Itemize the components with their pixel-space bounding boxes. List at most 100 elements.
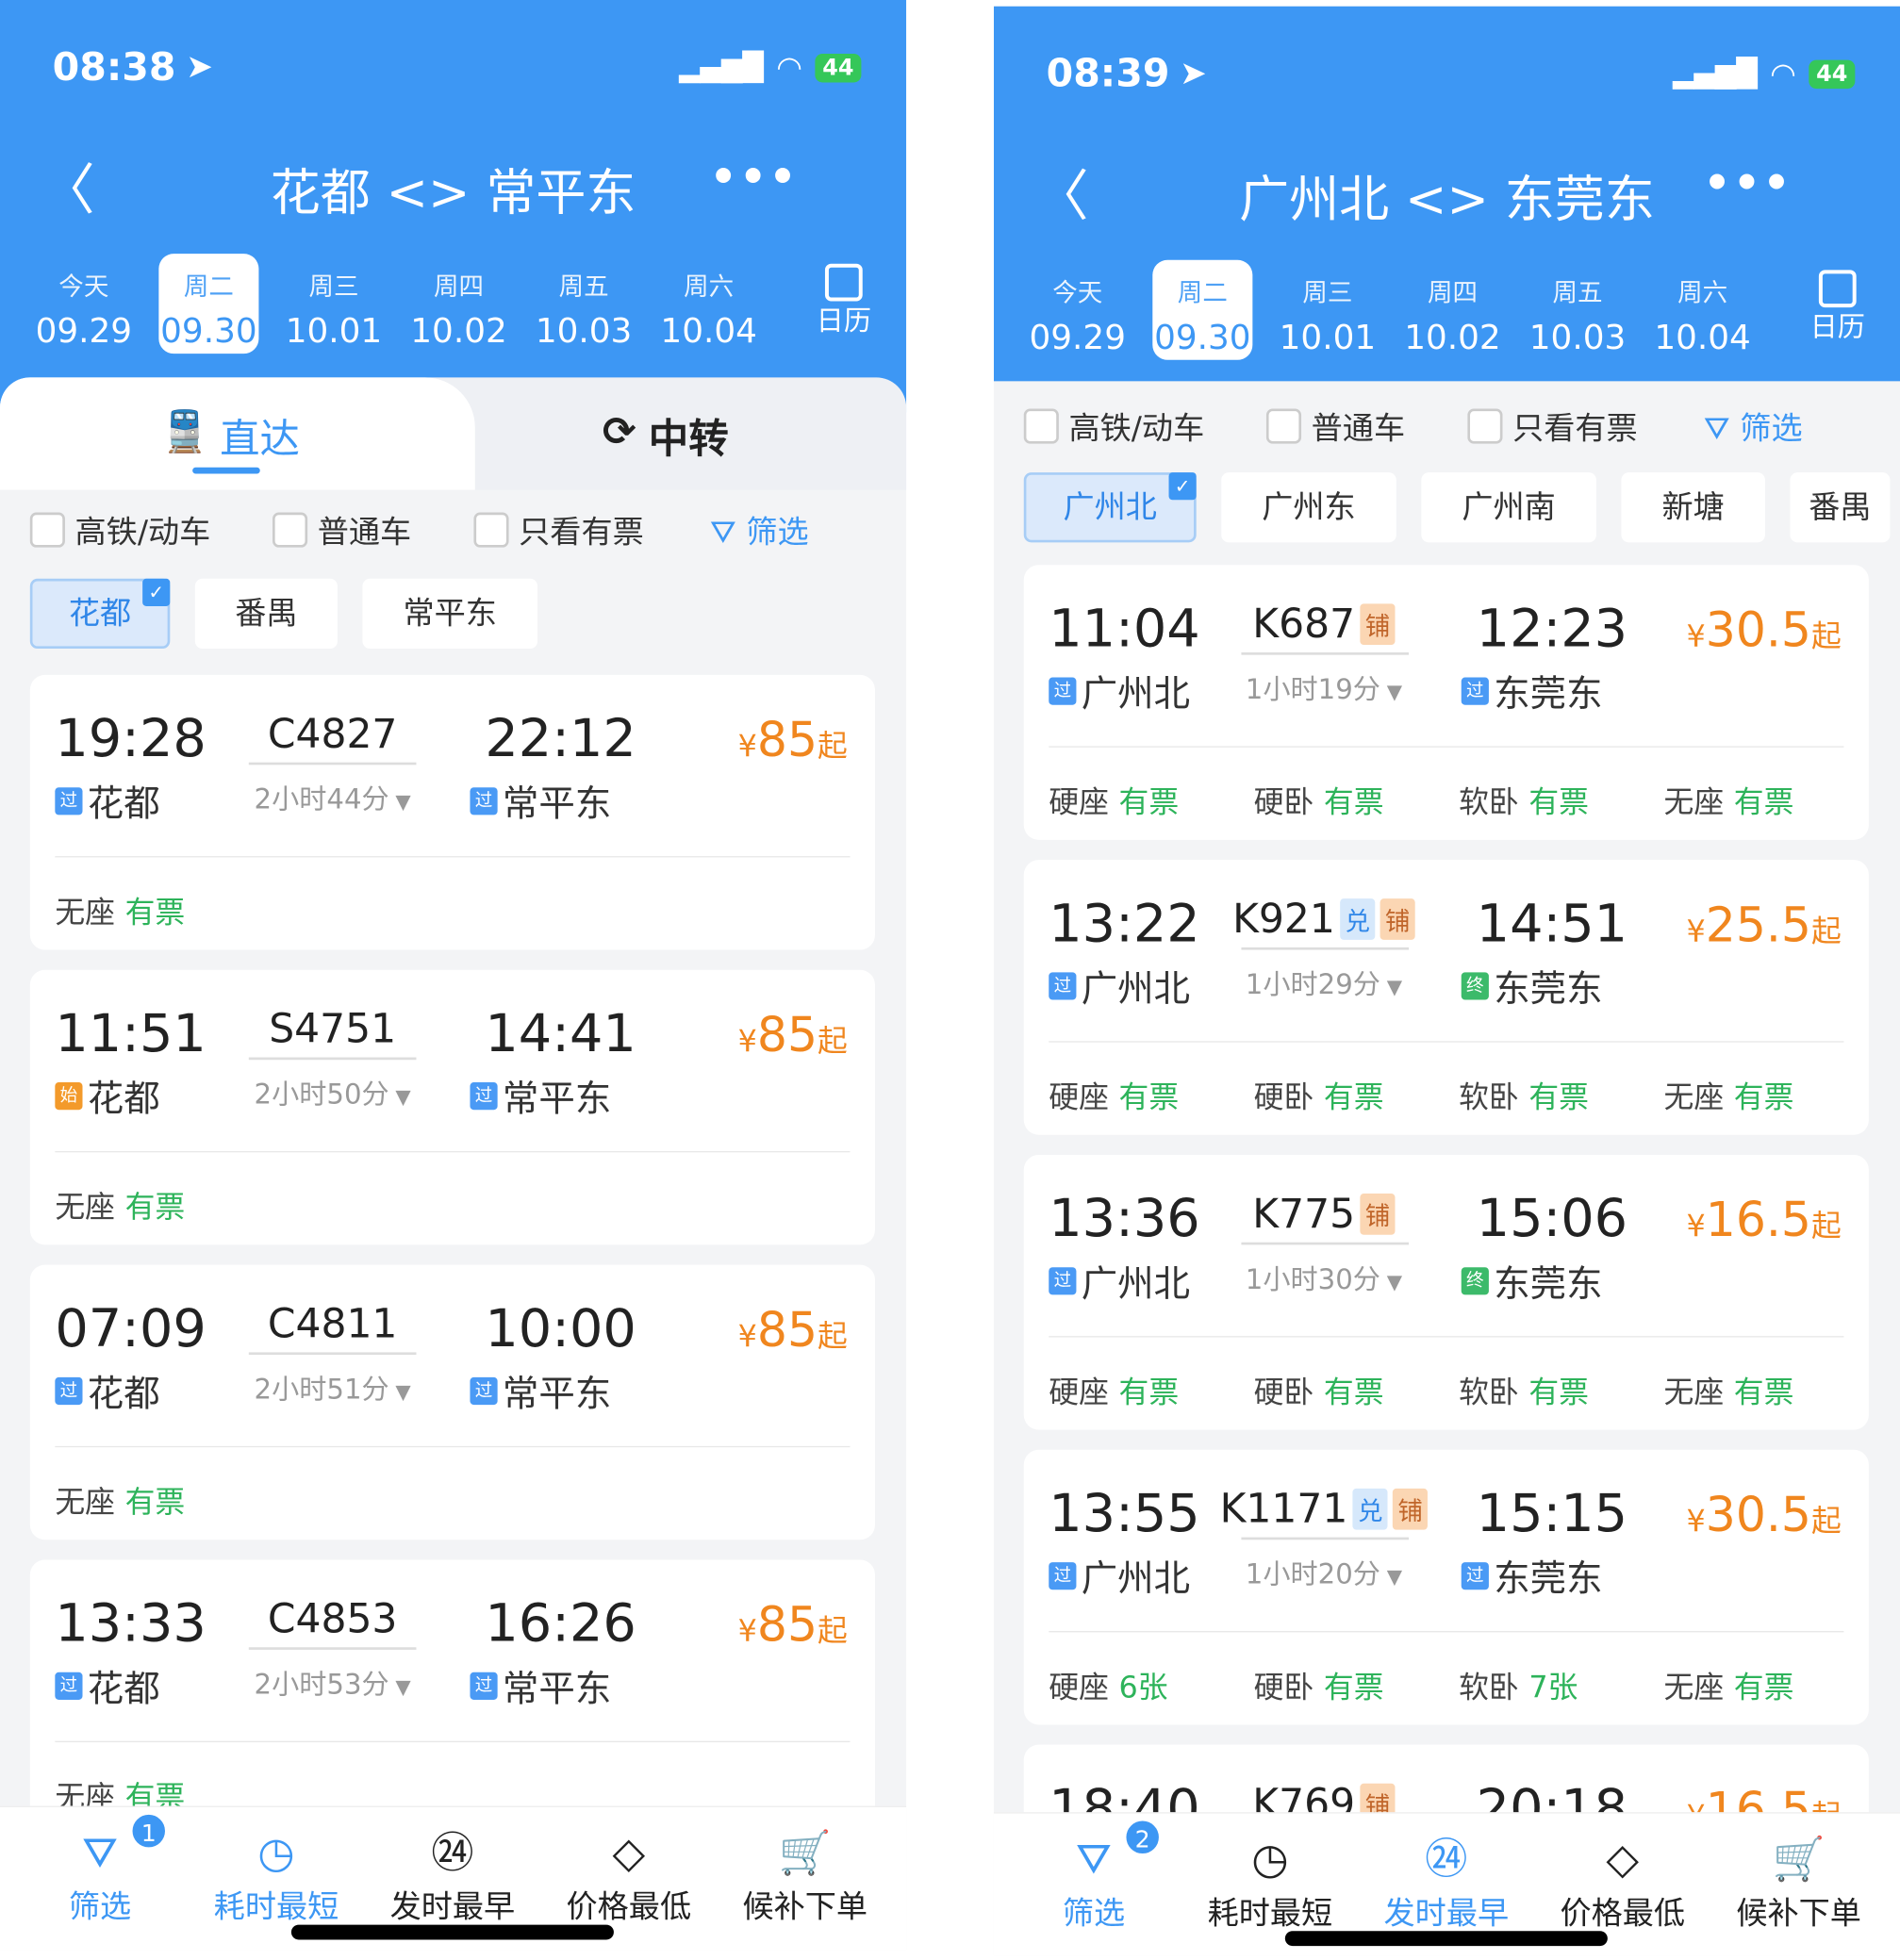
card-divider bbox=[1049, 746, 1844, 748]
seat-status: 有票 bbox=[124, 1190, 186, 1226]
train-card[interactable]: 13:22 K921 兑铺 1小时29分 ▼ 14:51 ¥25.5起过广州北终东莞东 硬座… bbox=[1023, 860, 1869, 1135]
date-tab-10.01[interactable]: 周三 10.01 bbox=[1278, 260, 1378, 360]
toolbar-label: 筛选 bbox=[1062, 1894, 1126, 1932]
date-tab-10.02[interactable]: 周四 10.02 bbox=[1402, 260, 1502, 360]
train-number-text: S4751 bbox=[269, 1004, 397, 1053]
toolbar-cart[interactable]: 🛒 候补下单 bbox=[1724, 1831, 1874, 1934]
duration[interactable]: 2小时53分 ▼ bbox=[239, 1662, 426, 1702]
filter-checkbox-1[interactable]: 高铁/动车 bbox=[29, 507, 211, 552]
date-tab-09.29[interactable]: 今天 09.29 bbox=[34, 254, 134, 354]
train-card[interactable]: 19:28 C4827 2小时44分 ▼ 22:12 ¥85起过花都过常平东 无座 有票 bbox=[29, 674, 875, 950]
station-chip[interactable]: 广州南 bbox=[1421, 472, 1596, 543]
station-chip[interactable]: 常平东 bbox=[362, 578, 538, 650]
toolbar-label: 耗时最短 bbox=[213, 1888, 339, 1925]
duration[interactable]: 2小时44分 ▼ bbox=[239, 778, 426, 817]
toolbar-price-tag[interactable]: ◇ 价格最低 bbox=[1547, 1831, 1697, 1934]
train-card[interactable]: 13:33 C4853 2小时53分 ▼ 16:26 ¥85起过花都过常平东 无座 有票 bbox=[29, 1559, 875, 1836]
checkbox-label: 高铁/动车 bbox=[74, 513, 211, 551]
tab-transfer[interactable]: ⟳ 中转 bbox=[603, 407, 729, 465]
more-button[interactable]: ••• bbox=[709, 152, 800, 203]
back-button[interactable]: 〈 bbox=[40, 158, 95, 222]
date-weekday: 周六 bbox=[1677, 277, 1728, 308]
duration[interactable]: 1小时29分 ▼ bbox=[1230, 963, 1417, 1002]
from-station: 过花都 bbox=[55, 775, 160, 828]
from-name: 花都 bbox=[87, 1667, 160, 1710]
card-divider bbox=[55, 1150, 851, 1153]
filter-checkbox-3[interactable]: 只看有票 bbox=[1467, 404, 1638, 449]
from-station: 过花都 bbox=[55, 1365, 160, 1418]
filter-checkbox-2[interactable]: 普通车 bbox=[1265, 404, 1405, 449]
station-chip[interactable]: 广州东 bbox=[1221, 472, 1396, 543]
seat-status: 有票 bbox=[1733, 1079, 1794, 1115]
date-tab-09.29[interactable]: 今天 09.29 bbox=[1028, 260, 1128, 360]
to-name: 常平东 bbox=[502, 1372, 612, 1415]
date-tab-10.04[interactable]: 周六 10.04 bbox=[1653, 260, 1753, 360]
duration[interactable]: 1小时20分 ▼ bbox=[1230, 1553, 1417, 1592]
tab-direct[interactable]: 🚆 直达 bbox=[160, 407, 300, 465]
calendar-button[interactable]: 日历 bbox=[800, 254, 887, 338]
station-chip[interactable]: 广州北 bbox=[1023, 472, 1197, 543]
train-card[interactable]: 11:51 S4751 2小时50分 ▼ 14:41 ¥85起始花都 过常平东 无座 有票 bbox=[29, 969, 875, 1245]
train-card[interactable]: 13:36 K775 铺 1小时30分 ▼ 15:06 ¥16.5起过广州北终东莞东 硬座有… bbox=[1023, 1154, 1869, 1430]
train-card[interactable]: 11:04 K687 铺 1小时19分 ▼ 12:23 ¥30.5起过广州北过东莞东 硬座有… bbox=[1023, 565, 1869, 840]
station-chip[interactable]: 番禺 bbox=[1790, 472, 1891, 543]
status-time: 08:39 bbox=[1046, 51, 1170, 97]
toolbar-price-tag[interactable]: ◇ 价格最低 bbox=[553, 1825, 703, 1928]
toolbar-stopwatch[interactable]: ◷ 耗时最短 bbox=[1195, 1831, 1345, 1934]
seat-type: 软卧 bbox=[1459, 1670, 1519, 1705]
toolbar-cart[interactable]: 🛒 候补下单 bbox=[730, 1825, 880, 1928]
to-name: 常平东 bbox=[502, 782, 612, 825]
checkbox[interactable] bbox=[473, 512, 509, 548]
date-tab-09.30[interactable]: 周二 09.30 bbox=[158, 254, 259, 354]
back-button[interactable]: 〈 bbox=[1033, 164, 1089, 229]
to-name: 常平东 bbox=[502, 1077, 612, 1120]
checkbox[interactable] bbox=[1265, 408, 1302, 444]
train-card[interactable]: 13:55 K1171 兑铺 1小时20分 ▼ 15:15 ¥30.5起过广州北过东莞东硬… bbox=[1023, 1449, 1869, 1725]
price-value: 16.5 bbox=[1705, 1192, 1811, 1248]
toolbar-stopwatch[interactable]: ◷ 耗时最短 bbox=[201, 1825, 351, 1928]
duration[interactable]: 2小时51分 ▼ bbox=[239, 1367, 426, 1407]
filter-checkbox-2[interactable]: 普通车 bbox=[273, 507, 411, 552]
seat-availability: 软卧 有票 bbox=[1459, 1367, 1589, 1410]
stopwatch-icon: ◷ bbox=[257, 1828, 295, 1879]
train-number-text: C4811 bbox=[267, 1299, 398, 1348]
filter-link[interactable]: ⛛ 筛选 bbox=[710, 507, 809, 552]
station-chip[interactable]: 新塘 bbox=[1621, 472, 1765, 543]
checkbox[interactable] bbox=[29, 512, 65, 548]
checkbox[interactable] bbox=[1023, 408, 1059, 444]
calendar-icon bbox=[1818, 270, 1857, 308]
filter-link[interactable]: ⛛ 筛选 bbox=[1704, 404, 1803, 449]
checkbox[interactable] bbox=[273, 512, 308, 548]
duration-text: 1小时19分 bbox=[1245, 674, 1380, 707]
toolbar-filter[interactable]: ⛛ 筛选 1 bbox=[25, 1812, 175, 1928]
signal-icon: ▂▄▆█ bbox=[1673, 58, 1758, 90]
train-number: K921 兑铺 bbox=[1230, 895, 1417, 943]
date-tab-10.03[interactable]: 周五 10.03 bbox=[534, 254, 634, 354]
date-tab-10.01[interactable]: 周三 10.01 bbox=[284, 254, 384, 354]
duration[interactable]: 1小时19分 ▼ bbox=[1230, 667, 1417, 707]
price-suffix: 起 bbox=[1810, 618, 1842, 654]
seat-availability: 软卧 7张 bbox=[1459, 1662, 1578, 1705]
duration[interactable]: 1小时30分 ▼ bbox=[1230, 1258, 1417, 1297]
date-tab-10.04[interactable]: 周六 10.04 bbox=[659, 254, 759, 354]
duration[interactable]: 2小时50分 ▼ bbox=[239, 1072, 426, 1112]
date-tab-10.03[interactable]: 周五 10.03 bbox=[1528, 260, 1627, 360]
station-tag: 过 bbox=[470, 1082, 498, 1111]
more-button[interactable]: ••• bbox=[1703, 158, 1793, 209]
train-number-text: C4827 bbox=[267, 709, 398, 758]
filter-checkbox-3[interactable]: 只看有票 bbox=[473, 507, 644, 552]
price: ¥25.5起 bbox=[1687, 898, 1842, 952]
date-tab-10.02[interactable]: 周四 10.02 bbox=[409, 254, 509, 354]
station-tag: 过 bbox=[55, 787, 83, 815]
train-card[interactable]: 07:09 C4811 2小时51分 ▼ 10:00 ¥85起过花都过常平东 无座 有票 bbox=[29, 1264, 875, 1540]
filter-checkbox-1[interactable]: 高铁/动车 bbox=[1023, 404, 1204, 449]
date-tab-09.30[interactable]: 周二 09.30 bbox=[1152, 259, 1253, 360]
station-chip[interactable]: 花都 bbox=[29, 578, 171, 650]
checkbox[interactable] bbox=[1467, 408, 1503, 444]
calendar-button[interactable]: 日历 bbox=[1793, 260, 1881, 345]
station-chip[interactable]: 番禺 bbox=[194, 578, 338, 650]
price-value: 85 bbox=[756, 1007, 818, 1062]
toolbar-filter[interactable]: ⛛ 筛选 2 bbox=[1018, 1818, 1168, 1934]
